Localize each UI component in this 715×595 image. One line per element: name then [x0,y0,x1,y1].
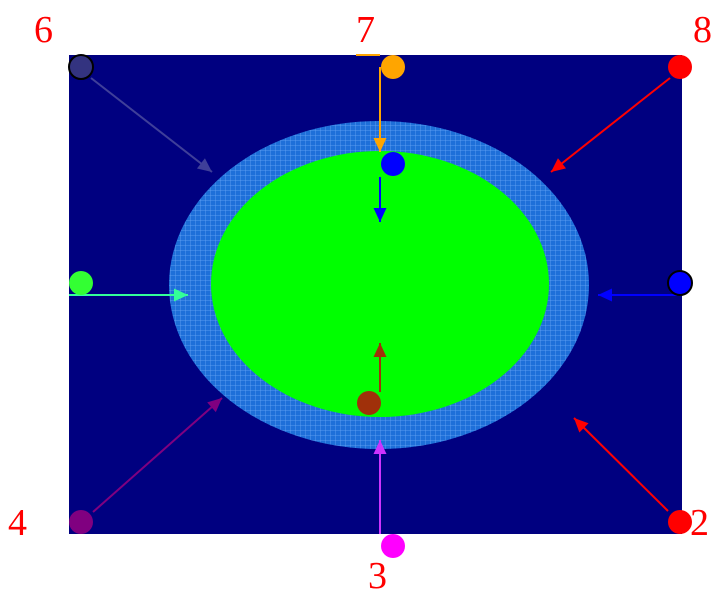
arrow-from-top-middle-head [373,138,387,152]
label-8: 8 [693,9,712,51]
arrow-from-top-right [550,77,671,173]
arrow-from-bottom-left [92,397,223,513]
arrow-from-top-left [90,77,213,173]
arrow-from-top-right-head [551,158,567,172]
label-7: 7 [356,9,375,51]
marker-top-left [68,54,94,80]
arrow-from-right-head [598,288,612,302]
arrow-from-bottom-left-head [207,398,222,413]
marker-top-middle [381,55,405,79]
marker-inner-top [381,152,405,176]
arrow-from-bottom-right-head [574,418,589,433]
label-2: 2 [690,502,709,544]
marker-right [667,270,693,296]
arrow-from-bottom-right [573,417,669,512]
arrow-inner-up-head [373,343,387,357]
arrow-inner-down-head [373,208,387,222]
marker-bottom-left [69,510,93,534]
marker-bottom-right [668,510,692,534]
marker-inner-bottom [357,391,381,415]
inner-ellipse [211,151,549,417]
marker-bottom-middle [381,534,405,558]
arrow-from-top-left-head [196,158,212,172]
label-3: 3 [368,555,387,595]
marker-top-right [668,55,692,79]
label-4: 4 [8,502,27,544]
label-6: 6 [34,9,53,51]
marker-left [69,271,93,295]
arrow-from-left-head [174,288,188,302]
arrow-from-bottom-middle-head [373,440,387,454]
